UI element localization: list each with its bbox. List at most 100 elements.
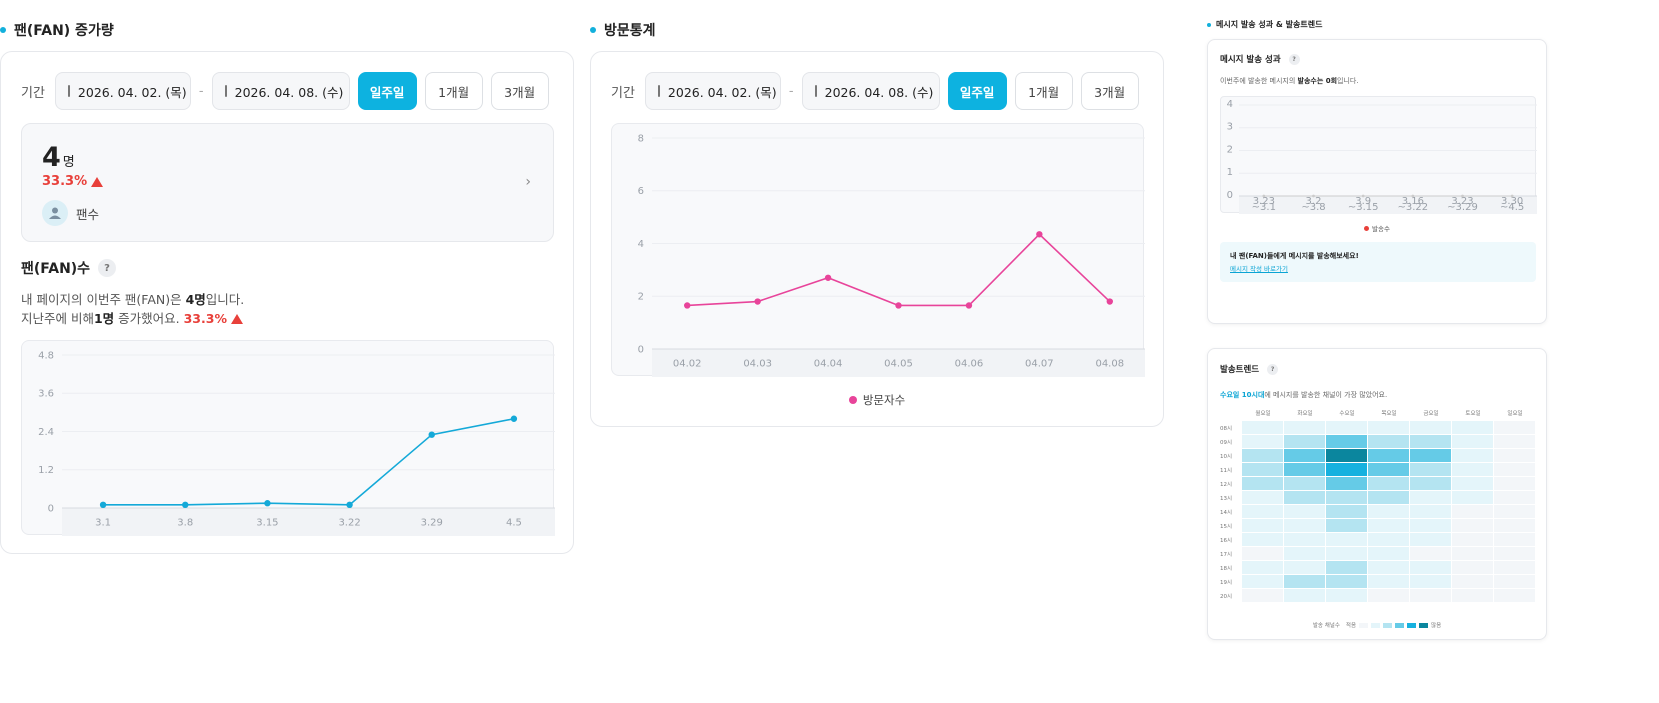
- heatmap-column-label: 목요일: [1381, 411, 1397, 417]
- x-tick-label: ~3.29: [1447, 202, 1478, 213]
- up-triangle-icon: [230, 313, 243, 324]
- heatmap-cell: [1242, 589, 1283, 602]
- heatmap-cell: [1242, 435, 1283, 448]
- x-tick-label: 3.15: [256, 517, 278, 528]
- perf-line-chart: 432103.23~3.13.2~3.83.9~3.153.16~3.223.2…: [1227, 99, 1537, 214]
- fan-change: 33.3%: [42, 174, 104, 189]
- heatmap-cell: [1326, 491, 1367, 504]
- heatmap-cell: [1368, 477, 1409, 490]
- heatmap-row-label: 19시: [1220, 580, 1233, 586]
- visit-month-button[interactable]: 1개월: [1014, 72, 1073, 110]
- heatmap-cell: [1326, 421, 1367, 434]
- heatmap-cell: [1410, 575, 1451, 588]
- heatmap-cell: [1452, 449, 1493, 462]
- x-tick-label: 04.02: [673, 358, 702, 369]
- help-icon[interactable]: ?: [98, 259, 117, 277]
- heatmap-row-label: 09시: [1220, 440, 1233, 446]
- fan-end-date[interactable]: 2026. 04. 08. (수): [211, 72, 350, 110]
- heatmap-cell: [1368, 589, 1409, 602]
- fan-month-button[interactable]: 1개월: [424, 72, 483, 110]
- heatmap-cell: [1326, 561, 1367, 574]
- fan-period-row: 기간 2026. 04. 02. (목) - 2026. 04. 08. (수)…: [21, 72, 549, 110]
- x-tick-label: 3.23: [1451, 196, 1473, 207]
- heatmap-cell: [1494, 505, 1535, 518]
- fan-start-date[interactable]: 2026. 04. 02. (목): [54, 72, 191, 110]
- fan-count-header: 팬(FAN)수 ?: [21, 258, 117, 278]
- y-tick-label: 8: [638, 133, 644, 144]
- fan-desc-line1: 내 페이지의 이번주 팬(FAN)은 4명입니다.: [21, 292, 245, 307]
- heatmap-cell: [1410, 463, 1451, 476]
- heatmap-cell: [1494, 589, 1535, 602]
- heatmap-cell: [1284, 449, 1325, 462]
- calendar-icon: [224, 85, 227, 97]
- heatmap-row-label: 16시: [1220, 538, 1233, 544]
- heatmap-cell: [1452, 463, 1493, 476]
- calendar-icon: [67, 85, 70, 97]
- heatmap-cell: [1410, 477, 1451, 490]
- heatmap-cell: [1368, 519, 1409, 532]
- heatmap-cell: [1242, 533, 1283, 546]
- heatmap-cell: [1494, 547, 1535, 560]
- heatmap-cell: [1326, 477, 1367, 490]
- fan-week-button[interactable]: 일주일: [357, 72, 417, 110]
- x-axis-band: [652, 349, 1145, 377]
- bullet-icon: [590, 27, 596, 33]
- heatmap-cell: [1368, 463, 1409, 476]
- fan-stat-box[interactable]: 4 명 33.3% 팬수 ›: [21, 123, 554, 242]
- trend-card: 발송트렌드 ? 수요일 10시대에 메시지를 발송한 채널이 가장 많았어요. …: [1207, 348, 1547, 640]
- y-tick-label: 4: [638, 239, 644, 250]
- heatmap-cell: [1494, 533, 1535, 546]
- heatmap-cell: [1368, 547, 1409, 560]
- heatmap-row-label: 13시: [1220, 496, 1233, 502]
- visit-week-button[interactable]: 일주일: [947, 72, 1007, 110]
- fan-3month-button[interactable]: 3개월: [490, 72, 549, 110]
- visit-section-title: 방문통계: [590, 20, 656, 40]
- heatmap-cell: [1494, 561, 1535, 574]
- heatmap-column-label: 토요일: [1465, 411, 1481, 417]
- data-point: [1361, 194, 1365, 198]
- y-tick-label: 4: [1227, 99, 1233, 110]
- y-tick-label: 2: [638, 292, 644, 303]
- x-tick-label: 04.08: [1095, 358, 1124, 369]
- perf-description: 이번주에 발송한 메시지의 발송수는 0회입니다.: [1220, 77, 1359, 85]
- chevron-right-icon[interactable]: ›: [525, 174, 531, 190]
- perf-chart-area: 4 3 2 1 0 3.23 ~3.1 3.2 ~3.8 3.9 ~3.15 3.16 ~3.22 3.2…: [1220, 96, 1537, 214]
- fan-desc-line2: 지난주에 비해 1명 증가했어요. 33.3%: [21, 309, 244, 328]
- heatmap-cell: [1368, 575, 1409, 588]
- data-point: [182, 501, 189, 509]
- heatmap-cell: [1284, 589, 1325, 602]
- heatmap-cell: [1452, 533, 1493, 546]
- perf-header: 메시지 발송 성과 ?: [1220, 53, 1300, 65]
- heatmap-row-label: 10시: [1220, 454, 1233, 460]
- bullet-icon: [1207, 22, 1211, 27]
- y-tick-label: 3: [1227, 122, 1233, 133]
- fan-count: 4 명: [42, 142, 75, 173]
- bullet-icon: [0, 27, 6, 33]
- visit-legend: 방문자수: [591, 392, 1163, 408]
- heatmap-cell: [1284, 505, 1325, 518]
- x-tick-label: ~3.15: [1348, 202, 1379, 213]
- help-icon[interactable]: ?: [1288, 53, 1300, 65]
- x-tick-label: 3.8: [177, 517, 193, 528]
- heatmap-cell: [1242, 519, 1283, 532]
- help-icon[interactable]: ?: [1267, 363, 1279, 375]
- heatmap-cell: [1410, 449, 1451, 462]
- x-tick-label: 3.22: [338, 517, 360, 528]
- heatmap-row-label: 14시: [1220, 510, 1233, 516]
- heatmap-cell: [1452, 477, 1493, 490]
- visit-3month-button[interactable]: 3개월: [1080, 72, 1139, 110]
- data-point: [895, 302, 902, 309]
- visit-end-date[interactable]: 2026. 04. 08. (수): [801, 72, 940, 110]
- x-tick-label: ~3.22: [1398, 202, 1429, 213]
- heatmap-cell: [1368, 505, 1409, 518]
- legend-dot-icon: [1364, 225, 1370, 231]
- visit-period-row: 기간 2026. 04. 02. (목) - 2026. 04. 08. (수)…: [611, 72, 1139, 110]
- heatmap-column-label: 일요일: [1507, 411, 1523, 417]
- heatmap-column-label: 월요일: [1255, 411, 1271, 417]
- heatmap-cell: [1242, 547, 1283, 560]
- heatmap-cell: [1494, 477, 1535, 490]
- heatmap-cell: [1326, 505, 1367, 518]
- message-compose-link[interactable]: 메시지 작성 바로가기: [1230, 265, 1288, 273]
- heatmap-row-label: 18시: [1220, 566, 1233, 572]
- visit-start-date[interactable]: 2026. 04. 02. (목): [644, 72, 781, 110]
